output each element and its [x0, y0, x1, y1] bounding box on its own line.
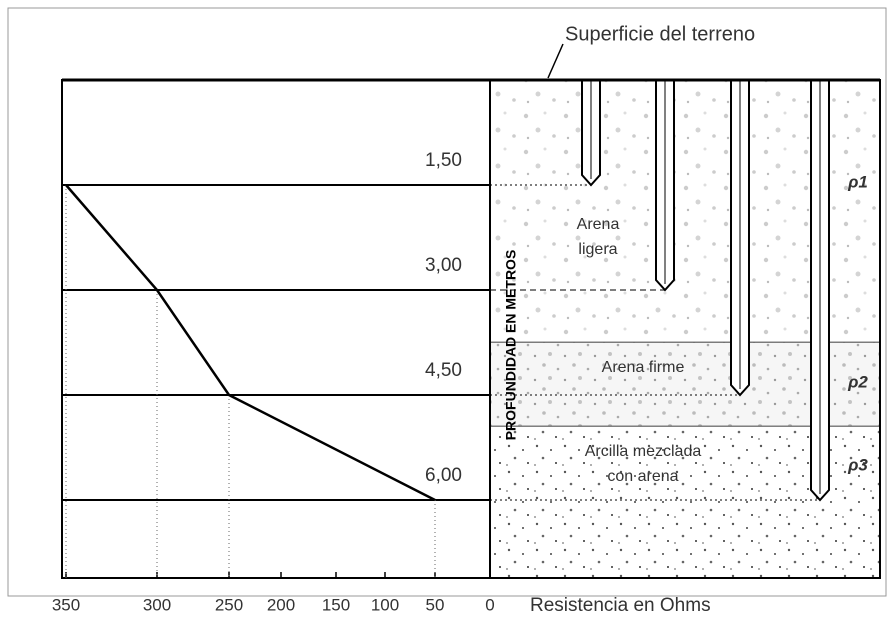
leader [548, 44, 563, 78]
y-axis-label: PROFUNDIDAD EN METROS [503, 250, 519, 441]
resistivity-symbol: ρ1 [847, 172, 868, 191]
x-axis-label: Resistencia en Ohms [530, 595, 711, 616]
x-tick-label: 250 [215, 595, 243, 614]
title: Superficie del terreno [565, 23, 755, 45]
x-tick-label: 50 [426, 595, 445, 614]
depth-tick-label: 3,00 [425, 255, 462, 276]
soil-panel: Arena ligera ρ1 Arena firme ρ2 Arcilla mezcla… [490, 80, 880, 578]
layer-label: con arena [607, 468, 678, 485]
depth-tick-label: 6,00 [425, 465, 462, 486]
resistivity-symbol: ρ2 [847, 372, 868, 391]
depth-tick-label: 1,50 [425, 150, 462, 171]
x-tick-label: 0 [485, 595, 494, 614]
x-tick-label: 100 [371, 595, 399, 614]
resistance-curve [66, 185, 435, 500]
x-tick-label: 300 [143, 595, 171, 614]
diagram: Superficie del terreno Arenaligeraρ1Aren… [0, 0, 895, 623]
layer-label: Arena firme [602, 359, 685, 376]
x-tick-label: 150 [322, 595, 350, 614]
x-tick-label: 350 [52, 595, 80, 614]
layer-label: Arena [577, 216, 620, 233]
layer-label: ligera [578, 241, 617, 258]
x-tick-label: 200 [267, 595, 295, 614]
resistivity-symbol: ρ3 [847, 455, 868, 474]
layer-label: Arcilla mezclada [585, 443, 702, 460]
depth-tick-label: 4,50 [425, 360, 462, 381]
